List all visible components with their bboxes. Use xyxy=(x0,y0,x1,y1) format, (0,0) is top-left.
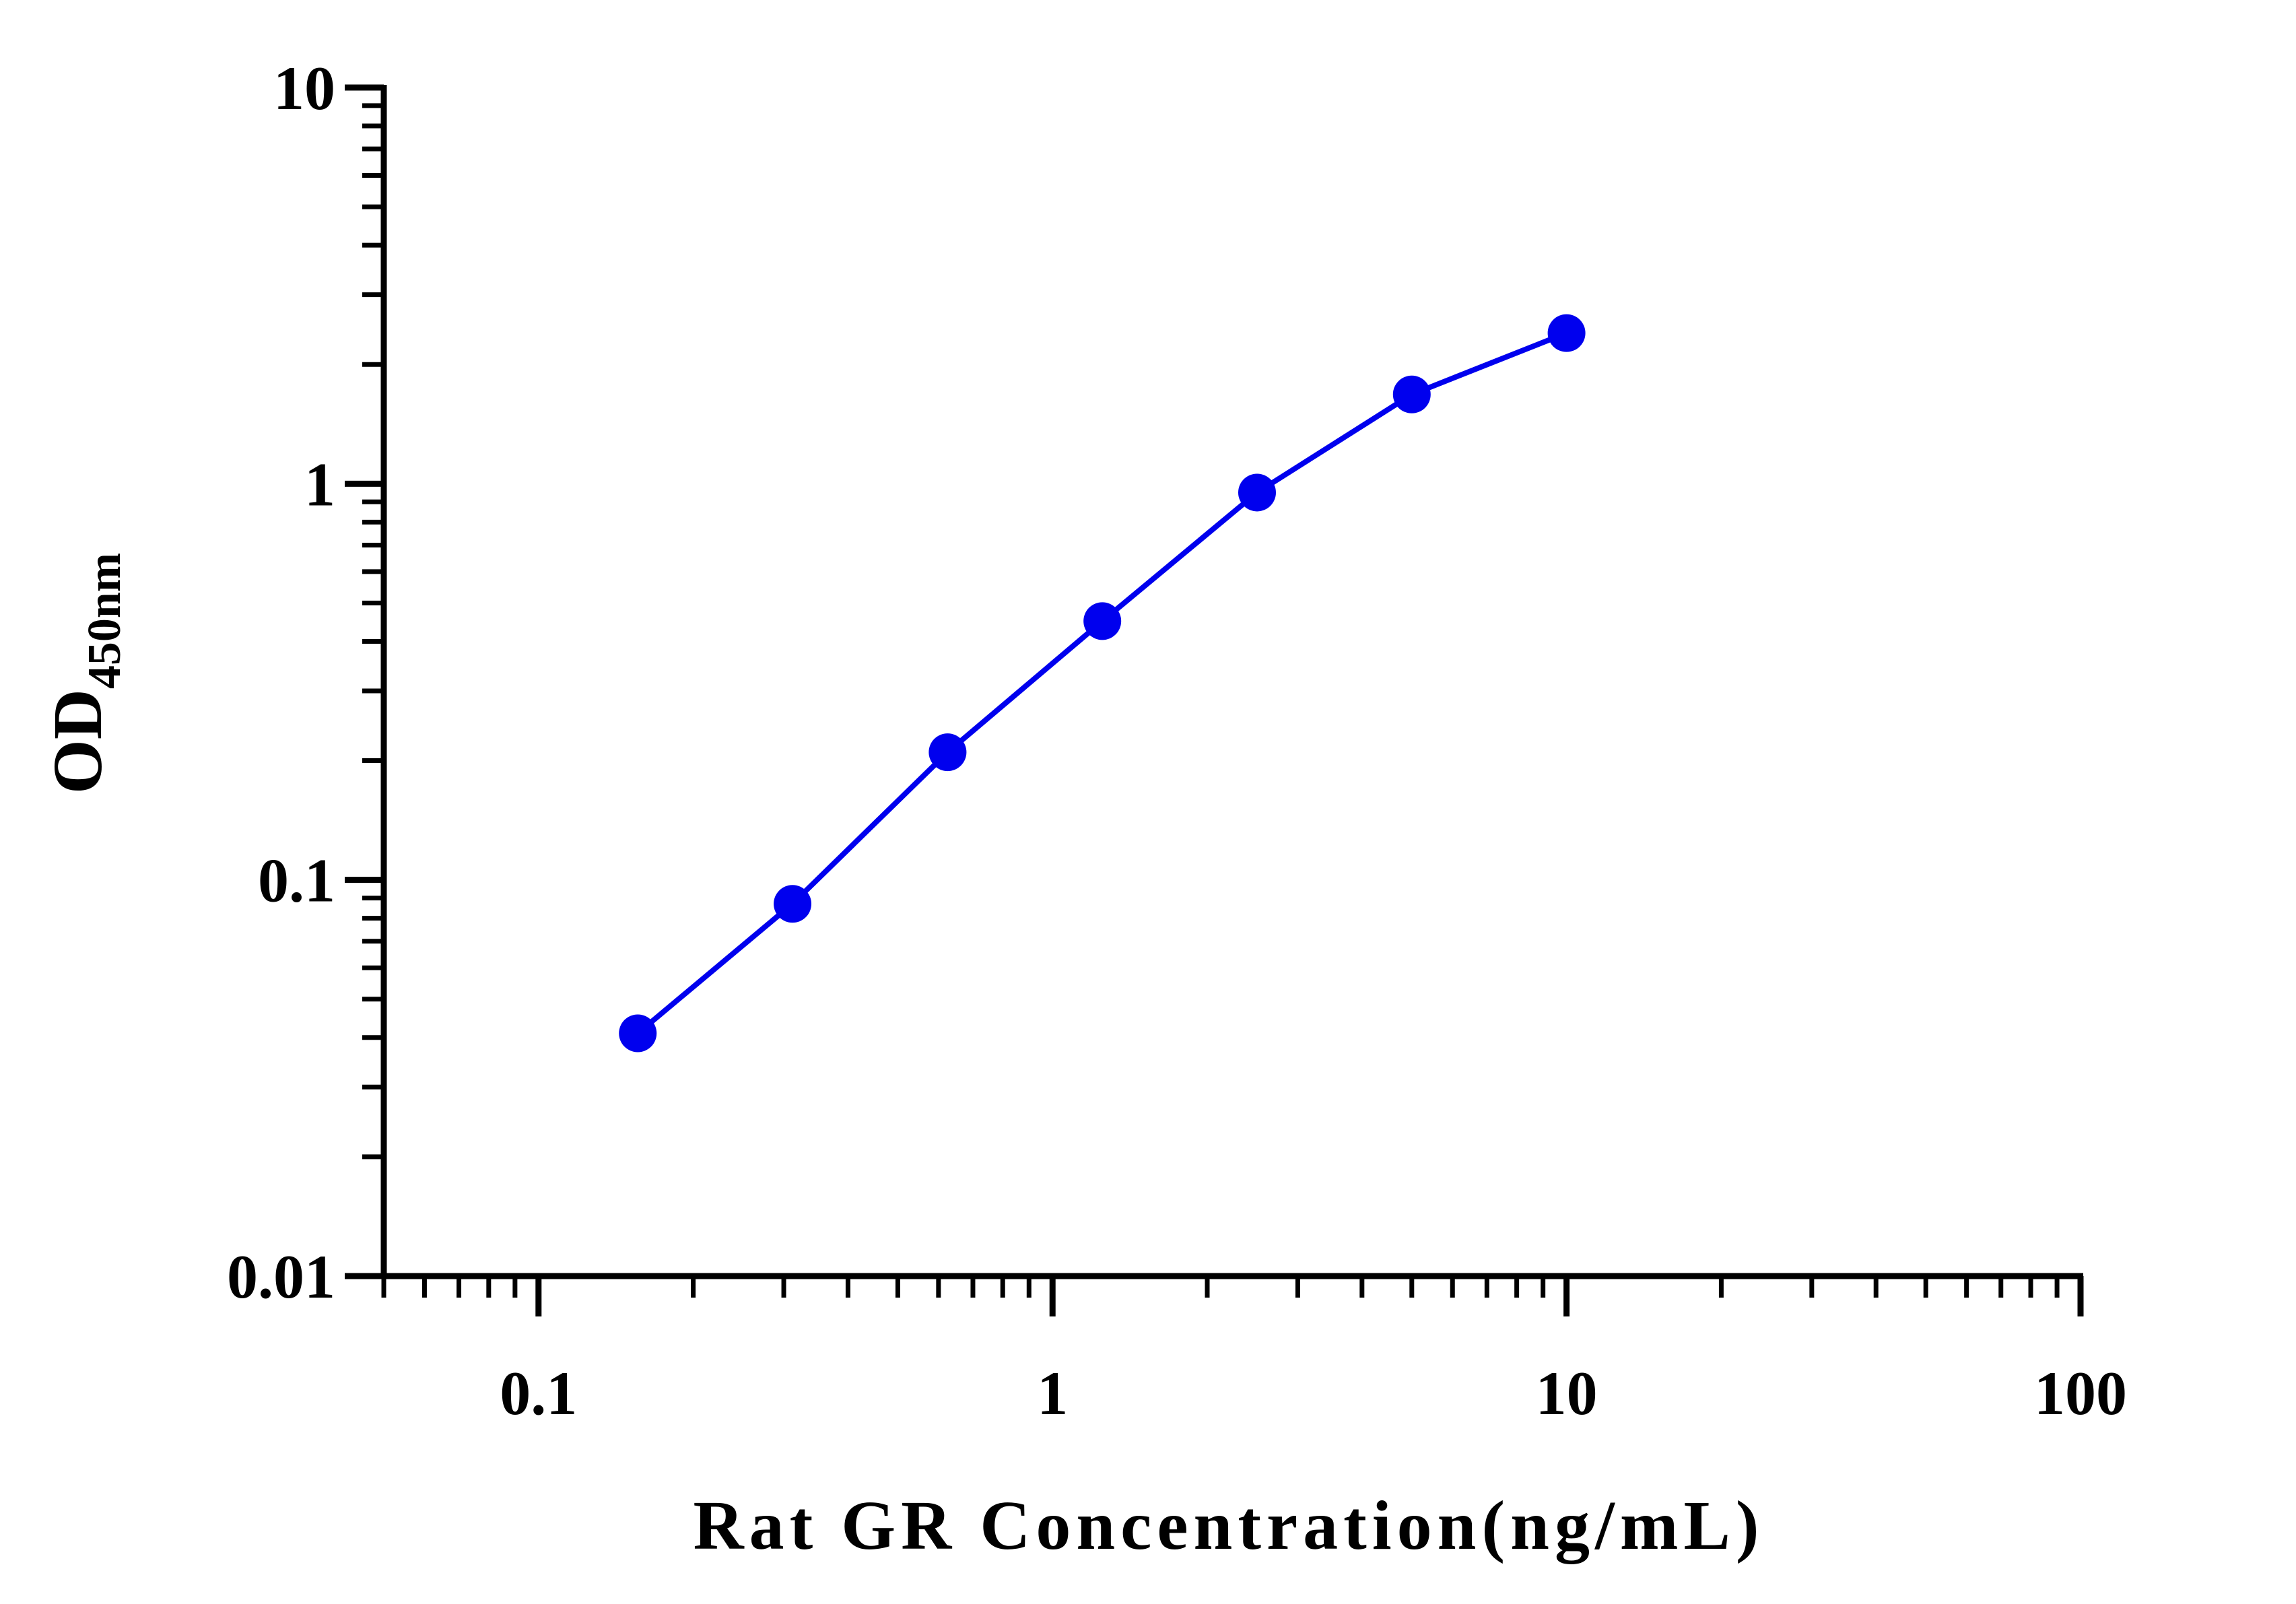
series-line xyxy=(636,330,1568,1036)
data-point xyxy=(1083,602,1122,640)
data-point xyxy=(1392,375,1431,413)
y-axis-title-main: OD xyxy=(39,689,116,794)
x-axis-title: Rat GR Concentration(ng/mL) xyxy=(693,1487,1764,1564)
x-tick-label: 0.1 xyxy=(500,1359,577,1428)
y-axis-title-subscript: 450nm xyxy=(79,553,131,689)
data-point xyxy=(1238,473,1276,512)
data-point xyxy=(619,1014,657,1052)
tick-labels: 0.01 0.1 1 10 0.1 1 10 100 xyxy=(227,54,2127,1428)
x-tick-label: 100 xyxy=(2034,1359,2127,1428)
y-tick-label: 1 xyxy=(304,450,335,519)
series-group xyxy=(619,314,1586,1052)
data-point xyxy=(1547,314,1586,352)
data-point xyxy=(774,885,812,923)
axes xyxy=(345,84,2084,1316)
y-axis-title: OD450nm xyxy=(39,553,131,794)
x-tick-label: 1 xyxy=(1037,1359,1068,1428)
y-tick-label: 0.1 xyxy=(258,846,335,915)
x-tick-label: 10 xyxy=(1536,1359,1598,1428)
data-point xyxy=(928,733,967,772)
y-tick-label: 10 xyxy=(273,54,335,123)
y-tick-label: 0.01 xyxy=(227,1242,335,1311)
